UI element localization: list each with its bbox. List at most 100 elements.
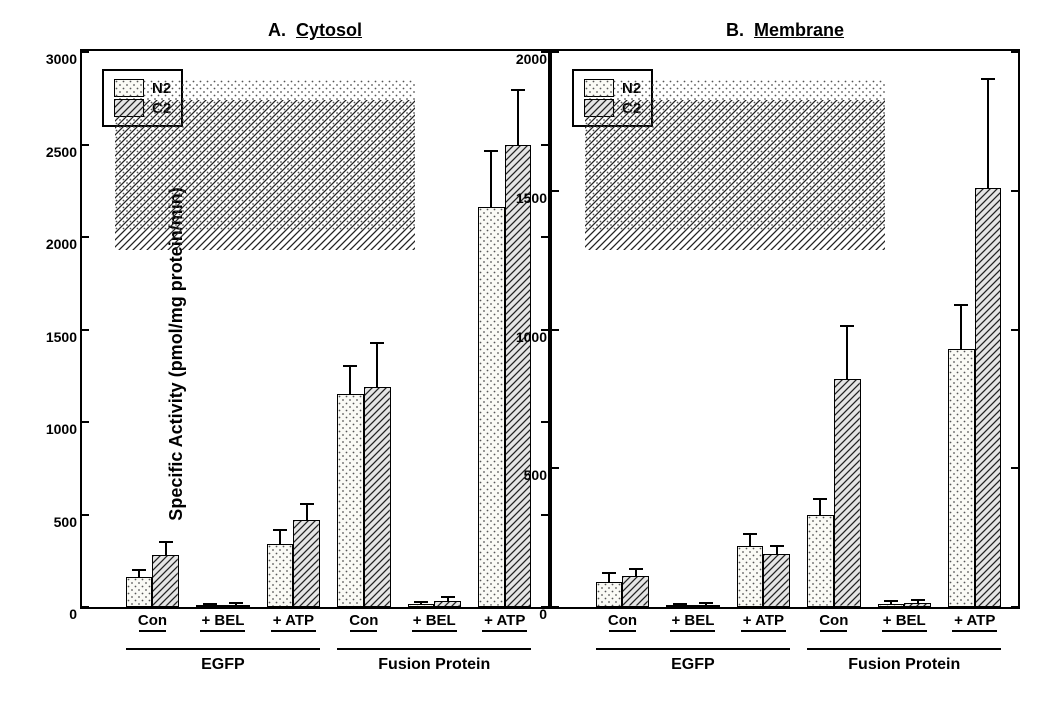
legend-item-C2: C2 — [584, 99, 641, 117]
plot-area: 0500100015002000Con+ BEL+ ATPCon+ BEL+ A… — [550, 49, 1020, 609]
error-bar — [306, 505, 308, 520]
xtick-label: + BEL — [201, 612, 244, 629]
bar-N2 — [267, 544, 294, 607]
error-bar — [165, 543, 167, 555]
error-cap — [673, 603, 687, 605]
bar-N2 — [408, 604, 435, 607]
bar-C2 — [904, 603, 931, 607]
error-cap — [840, 325, 854, 327]
error-bar — [490, 152, 492, 208]
error-cap — [229, 602, 243, 604]
xtick-underline — [820, 630, 847, 632]
error-bar — [235, 604, 237, 605]
error-bar — [209, 605, 211, 606]
error-cap — [414, 601, 428, 603]
xtick-label: + BEL — [413, 612, 456, 629]
error-cap — [602, 572, 616, 574]
error-bar — [819, 500, 821, 515]
legend-item-N2: N2 — [584, 79, 641, 97]
error-cap — [981, 78, 995, 80]
y-ticks: 050010001500200025003000 — [32, 51, 77, 607]
legend-item-N2: N2 — [114, 79, 171, 97]
error-cap — [273, 529, 287, 531]
legend-swatch — [114, 99, 144, 117]
group-label: Fusion Protein — [848, 656, 960, 674]
ytick-label: 1500 — [502, 190, 547, 206]
xtick-label: + BEL — [883, 612, 926, 629]
figure: Specific Activity (pmol/mg protein/min) … — [20, 20, 1030, 687]
legend-swatch — [584, 99, 614, 117]
error-cap — [699, 602, 713, 604]
bar-N2 — [948, 349, 975, 607]
bar-C2 — [434, 601, 461, 607]
legend-item-C2: C2 — [114, 99, 171, 117]
bar-N2 — [878, 604, 905, 607]
error-cap — [770, 545, 784, 547]
ytick-label: 500 — [502, 467, 547, 483]
error-bar — [960, 306, 962, 349]
xtick-underline — [271, 630, 316, 632]
bar-N2 — [126, 577, 153, 607]
xtick-underline — [670, 630, 715, 632]
group-underline — [126, 648, 320, 650]
bar-N2 — [478, 207, 505, 607]
group-label: EGFP — [671, 656, 715, 674]
xtick-label: Con — [349, 612, 378, 629]
xtick-label: + ATP — [273, 612, 314, 629]
bar-N2 — [807, 515, 834, 607]
xtick-label: + BEL — [671, 612, 714, 629]
xtick-underline — [882, 630, 927, 632]
error-bar — [890, 602, 892, 604]
bar-N2 — [737, 546, 764, 607]
error-cap — [132, 569, 146, 571]
error-cap — [159, 541, 173, 543]
legend-swatch — [114, 79, 144, 97]
x-ticks: Con+ BEL+ ATPCon+ BEL+ ATP — [552, 612, 1018, 632]
bar-C2 — [293, 520, 320, 607]
error-cap — [954, 304, 968, 306]
error-bar — [635, 570, 637, 577]
error-cap — [441, 596, 455, 598]
xtick-underline — [482, 630, 527, 632]
bar-C2 — [152, 555, 179, 607]
x-group-labels: EGFP Fusion Protein — [552, 642, 1018, 682]
xtick-label: Con — [138, 612, 167, 629]
xtick-label: Con — [608, 612, 637, 629]
ytick-label: 1000 — [502, 329, 547, 345]
ytick-label: 0 — [502, 606, 547, 622]
error-cap — [343, 365, 357, 367]
x-group-labels: EGFPFusion Protein — [82, 642, 548, 682]
y-ticks: 0500100015002000 — [502, 51, 547, 607]
ytick-label: 0 — [32, 606, 77, 622]
bar-C2 — [364, 387, 391, 607]
error-bar — [279, 531, 281, 544]
panel-A: A. Cytosol050010001500200025003000Con+ B… — [80, 20, 550, 687]
bar-N2 — [596, 582, 623, 607]
error-bar — [776, 547, 778, 554]
bar-C2 — [834, 379, 861, 607]
error-bar — [987, 80, 989, 188]
xtick-underline — [412, 630, 457, 632]
error-cap — [743, 533, 757, 535]
panel-title: A. Cytosol — [80, 20, 550, 41]
bar-C2 — [693, 605, 720, 607]
group-label: EGFP — [201, 656, 245, 674]
legend: N2C2 — [572, 69, 653, 127]
xtick-underline — [350, 630, 377, 632]
group-underline — [807, 648, 1001, 650]
error-bar — [138, 571, 140, 577]
error-bar — [349, 367, 351, 395]
ytick-label: 500 — [32, 514, 77, 530]
error-bar — [749, 535, 751, 546]
xtick-label: + ATP — [954, 612, 995, 629]
error-cap — [203, 603, 217, 605]
ytick-label: 2000 — [32, 236, 77, 252]
bar-N2 — [337, 394, 364, 607]
error-bar — [679, 605, 681, 606]
plot-area: 050010001500200025003000Con+ BEL+ ATPCon… — [80, 49, 550, 609]
xtick-underline — [952, 630, 997, 632]
xtick-underline — [741, 630, 786, 632]
legend-swatch — [584, 79, 614, 97]
error-bar — [447, 598, 449, 601]
error-bar — [420, 603, 422, 604]
